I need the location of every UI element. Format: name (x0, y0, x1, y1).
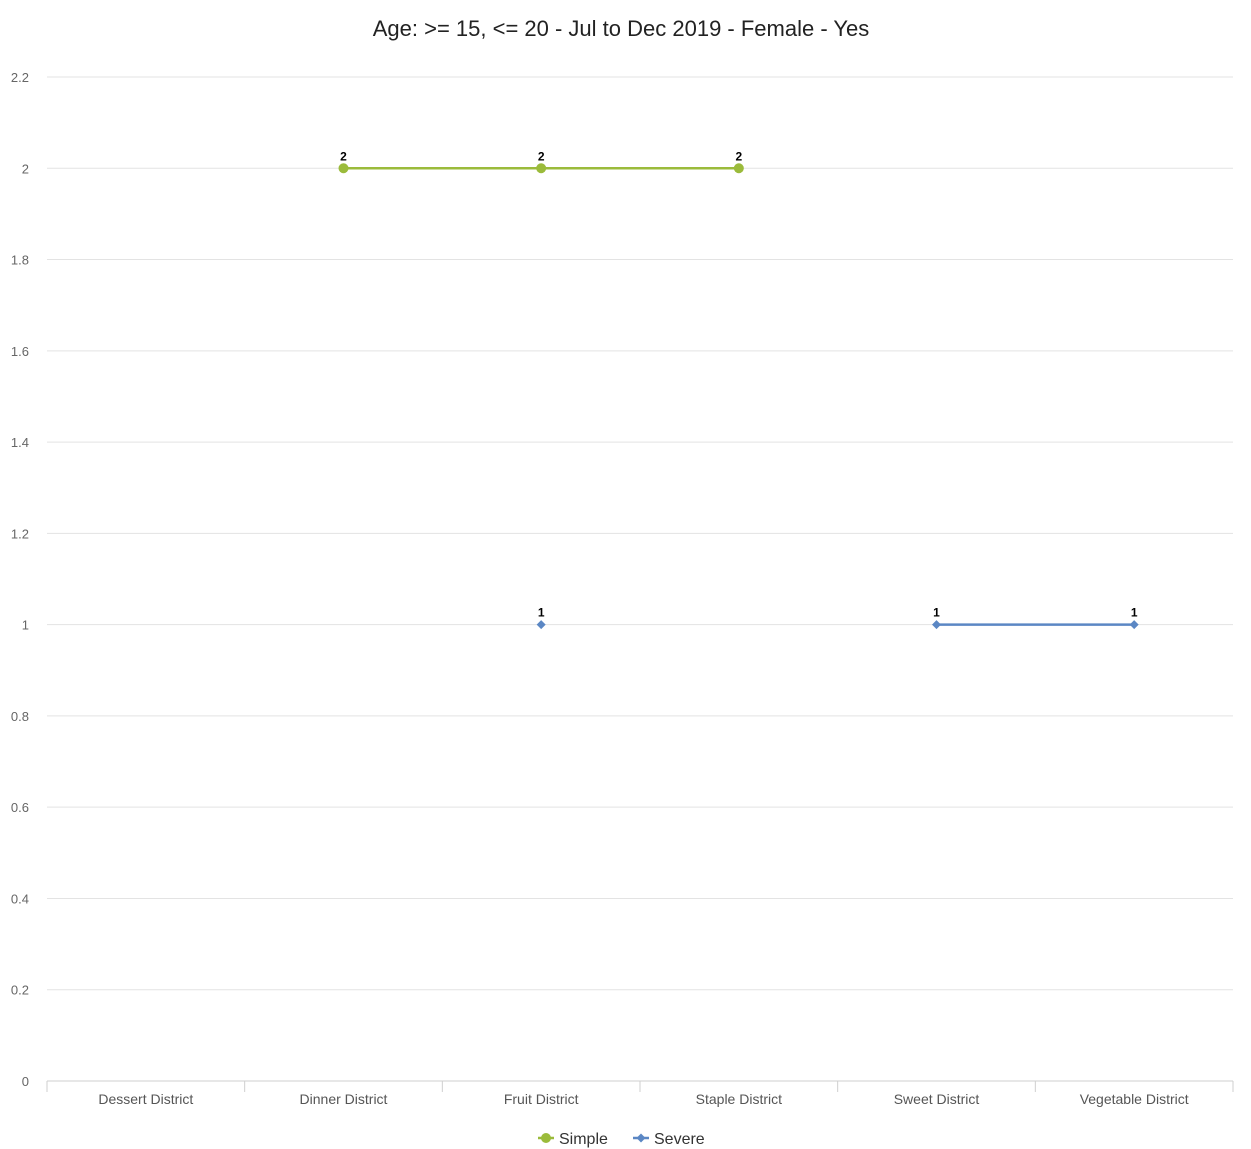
data-point[interactable] (733, 163, 744, 174)
y-tick-label: 1 (22, 618, 29, 633)
y-tick-label: 0.8 (11, 709, 29, 724)
series-simple: 2 2 2 (338, 149, 744, 174)
y-tick-label: 1.2 (11, 526, 29, 541)
y-tick-label: 0.2 (11, 983, 29, 998)
data-point[interactable] (1129, 620, 1139, 630)
x-tick-label: Staple District (696, 1091, 782, 1107)
legend[interactable]: Simple Severe (538, 1131, 705, 1148)
y-tick-label: 0.6 (11, 800, 29, 815)
y-axis: 0 0.2 0.4 0.6 0.8 1 1.2 1.4 1.6 1.8 2 2.2 (11, 70, 29, 1089)
y-tick-label: 0 (22, 1074, 29, 1089)
x-tick-label: Vegetable District (1080, 1091, 1189, 1107)
y-tick-label: 1.8 (11, 253, 29, 268)
y-tick-label: 0.4 (11, 891, 29, 906)
x-tick-label: Dessert District (98, 1091, 193, 1107)
y-tick-label: 1.6 (11, 344, 29, 359)
legend-marker (636, 1133, 646, 1143)
data-point[interactable] (536, 620, 546, 630)
data-label: 2 (340, 149, 347, 163)
chart-title: Age: >= 15, <= 20 - Jul to Dec 2019 - Fe… (373, 16, 870, 41)
x-tick-label: Sweet District (894, 1091, 980, 1107)
data-point[interactable] (932, 620, 941, 630)
series-layer: 2 2 2 1 1 1 (338, 149, 1139, 630)
y-tick-label: 2.2 (11, 70, 29, 85)
legend-label: Simple (559, 1131, 608, 1148)
gridlines (47, 76, 1233, 991)
legend-item-severe[interactable]: Severe (633, 1131, 705, 1148)
legend-label: Severe (654, 1131, 705, 1148)
legend-item-simple[interactable]: Simple (538, 1131, 608, 1148)
data-label: 1 (538, 606, 545, 620)
x-axis: Dessert District Dinner District Fruit Dis… (46, 1080, 1234, 1107)
data-point[interactable] (338, 163, 349, 174)
x-tick-label: Dinner District (300, 1091, 388, 1107)
data-label: 1 (933, 606, 940, 620)
data-label: 2 (735, 149, 742, 163)
x-tick-label: Fruit District (504, 1091, 579, 1107)
data-point[interactable] (536, 163, 547, 174)
y-tick-label: 2 (22, 161, 29, 176)
data-label: 1 (1131, 606, 1138, 620)
series-severe: 1 1 1 (536, 606, 1139, 630)
legend-marker (541, 1133, 551, 1143)
y-tick-label: 1.4 (11, 435, 29, 450)
data-label: 2 (538, 149, 545, 163)
